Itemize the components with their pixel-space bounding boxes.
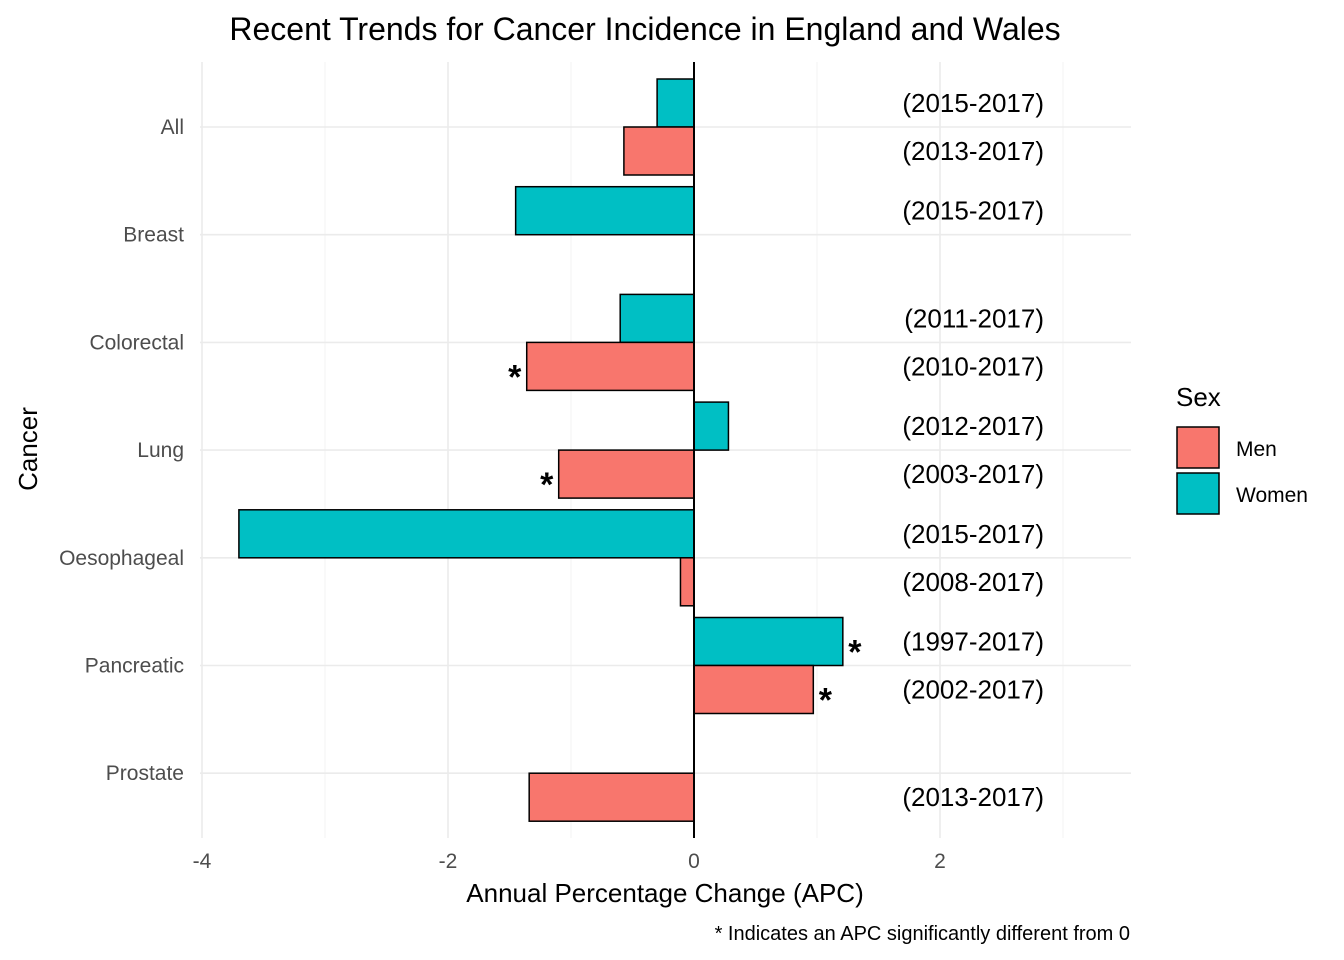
period-label: (2002-2017) <box>902 675 1044 705</box>
period-label: (2008-2017) <box>902 567 1044 597</box>
chart-title: Recent Trends for Cancer Incidence in En… <box>229 11 1060 47</box>
period-label: (2013-2017) <box>902 782 1044 812</box>
x-axis-title: Annual Percentage Change (APC) <box>466 878 863 908</box>
x-tick-label: -2 <box>439 850 458 873</box>
significance-star: * <box>819 682 833 720</box>
bar-women <box>656 78 695 128</box>
legend-label-men: Men <box>1236 438 1277 461</box>
bar-women <box>238 509 695 559</box>
y-tick-label: Lung <box>137 439 184 462</box>
y-tick-labels: All Breast Colorectal Lung Oesophageal Pancre… <box>59 116 184 785</box>
bar-men <box>623 126 695 176</box>
y-tick-label: Breast <box>123 224 184 247</box>
period-label: (2015-2017) <box>902 196 1044 226</box>
x-tick-label: 0 <box>688 850 700 873</box>
y-tick-label: Colorectal <box>89 331 184 354</box>
period-label: (2010-2017) <box>902 351 1044 381</box>
period-label: (2012-2017) <box>902 411 1044 441</box>
period-labels: (2015-2017) (2015-2017) (2011-2017) (2012-2… <box>902 88 1044 812</box>
period-label: (2015-2017) <box>902 519 1044 549</box>
legend: Sex Men Women <box>1176 382 1308 515</box>
y-tick-label: Prostate <box>106 762 184 785</box>
period-label: (2015-2017) <box>902 88 1044 118</box>
caption: * Indicates an APC significantly differe… <box>715 923 1130 945</box>
bar-men <box>528 772 695 822</box>
bar-men <box>693 664 815 715</box>
bar-men <box>557 449 695 499</box>
significance-star: * <box>540 466 554 504</box>
period-label: (2013-2017) <box>902 136 1044 166</box>
significance-markers: * * * * <box>508 358 862 719</box>
y-tick-label: Oesophageal <box>59 547 184 570</box>
bar-women <box>514 185 695 236</box>
significance-star: * <box>848 634 862 672</box>
legend-label-women: Women <box>1236 484 1308 507</box>
legend-swatch-men <box>1176 426 1220 469</box>
bar-women <box>693 401 730 451</box>
x-tick-label: -4 <box>193 850 212 873</box>
legend-title: Sex <box>1176 382 1221 412</box>
bar-women <box>619 293 695 344</box>
period-label: (1997-2017) <box>902 627 1044 657</box>
legend-swatch-women <box>1176 472 1220 515</box>
x-tick-label: 2 <box>934 850 946 873</box>
y-tick-label: All <box>161 116 184 139</box>
period-label: (2011-2017) <box>904 303 1044 333</box>
period-label: (2003-2017) <box>902 459 1044 489</box>
bar-men <box>525 341 695 392</box>
y-axis-title: Cancer <box>13 407 43 491</box>
y-tick-label: Pancreatic <box>85 655 184 678</box>
significance-star: * <box>508 358 522 396</box>
bar-men <box>679 557 695 607</box>
bar-women <box>693 616 844 667</box>
x-tick-labels: -4 -2 0 2 <box>193 850 946 873</box>
